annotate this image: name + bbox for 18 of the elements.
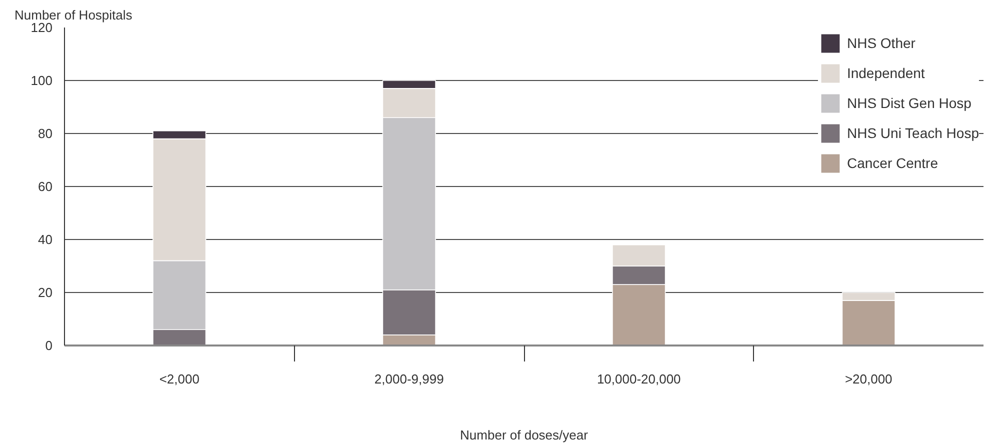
y-tick-label: 20 — [38, 285, 53, 300]
legend-label: NHS Uni Teach Hosp — [846, 125, 979, 141]
x-tick-label: >20,000 — [844, 372, 892, 386]
y-tick-label: 100 — [30, 73, 53, 88]
legend-label: NHS Dist Gen Hosp — [846, 95, 972, 111]
y-tick-label: 120 — [30, 20, 53, 35]
y-tick-label: 80 — [38, 126, 53, 141]
y-axis-title: Number of Hospitals — [14, 8, 133, 22]
y-tick-label: 40 — [38, 232, 53, 247]
y-tick-label: 60 — [38, 179, 53, 194]
x-tick-label: 10,000-20,000 — [596, 372, 681, 386]
legend-label: Cancer Centre — [846, 155, 938, 171]
legend-label: NHS Other — [846, 35, 916, 51]
x-tick-label: <2,000 — [159, 372, 200, 386]
y-tick-label: 0 — [45, 338, 53, 353]
x-tick-label: 2,000-9,999 — [374, 372, 444, 386]
x-axis-title: Number of doses/year — [460, 428, 589, 442]
legend-label: Independent — [846, 65, 925, 81]
